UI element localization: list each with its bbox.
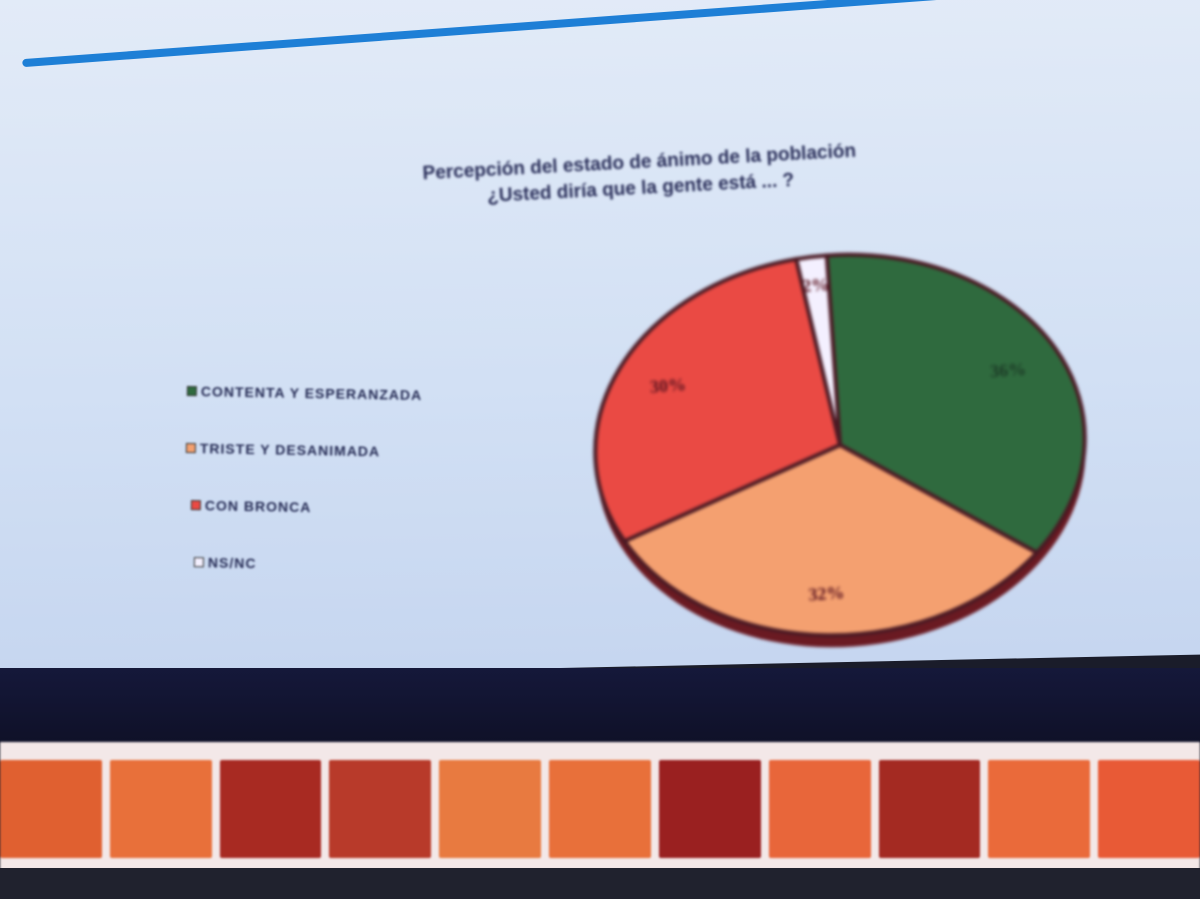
decorative-tile: [658, 760, 761, 858]
legend-item: CON BRONCA: [190, 497, 421, 517]
decorative-tile: [439, 760, 542, 858]
decorative-tile: [1098, 760, 1200, 858]
legend-label: NS/NC: [207, 554, 257, 572]
decorative-tile: [0, 760, 102, 858]
header-rule: [22, 0, 1020, 68]
pie-data-label: 36%: [989, 359, 1026, 381]
legend-swatch: [186, 385, 197, 397]
pie-slice: [793, 253, 842, 446]
pie-slice: [824, 252, 1087, 556]
decorative-tile: [768, 760, 871, 858]
legend: CONTENTA Y ESPERANZADA TRISTE Y DESANIMA…: [183, 383, 422, 615]
tv-frame-band: [0, 668, 1200, 743]
pie-slice: [621, 442, 1040, 638]
legend-swatch: [185, 442, 196, 454]
legend-swatch: [193, 557, 204, 568]
legend-label: TRISTE Y DESANIMADA: [199, 440, 381, 460]
decorative-tile: [549, 760, 651, 858]
legend-label: CONTENTA Y ESPERANZADA: [200, 383, 423, 404]
pie-data-label: 32%: [808, 582, 845, 604]
pie-slice: [593, 256, 843, 544]
decorative-tile-strip: [0, 742, 1200, 870]
pie-data-label: 2%: [802, 274, 830, 296]
decorative-tile: [219, 760, 322, 858]
legend-label: CON BRONCA: [204, 497, 312, 516]
decorative-tile: [329, 760, 432, 858]
legend-item: TRISTE Y DESANIMADA: [185, 440, 422, 460]
pie-data-label: 30%: [649, 374, 686, 396]
legend-item: NS/NC: [193, 554, 420, 574]
pie-chart: 36% 32% 30% 2%: [593, 252, 1087, 648]
decorative-tile: [988, 760, 1091, 858]
decorative-tile: [109, 760, 212, 858]
decorative-tile: [878, 760, 981, 858]
legend-item: CONTENTA Y ESPERANZADA: [186, 383, 423, 404]
tv-bezel: [0, 868, 1200, 899]
legend-swatch: [190, 500, 201, 511]
